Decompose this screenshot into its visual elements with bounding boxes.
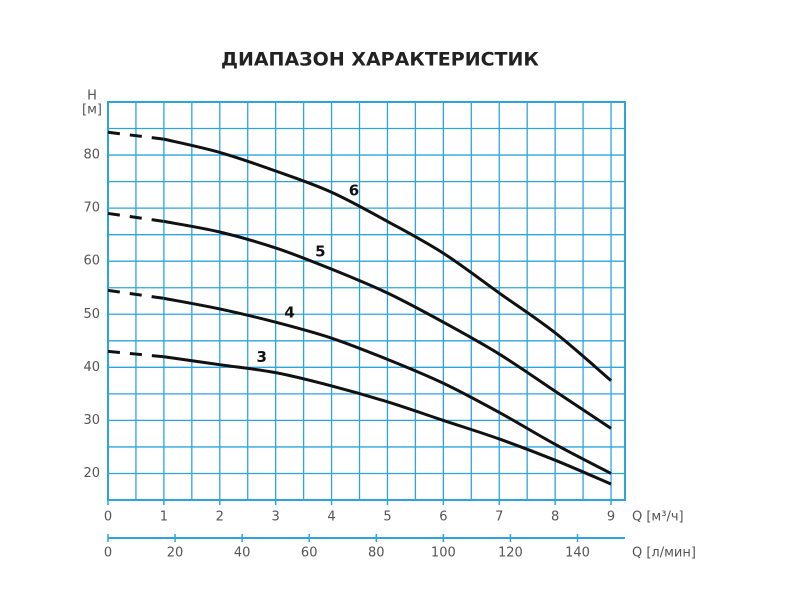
y-tick-label: 40 <box>83 360 100 375</box>
y-tick-label: 60 <box>83 254 100 269</box>
x-tick-label: 3 <box>272 510 280 525</box>
x-tick-label: 5 <box>383 510 391 525</box>
y-axis-unit: [м] <box>82 103 102 118</box>
x-tick-label: 8 <box>551 510 559 525</box>
x2-tick-label: 60 <box>301 546 318 561</box>
x2-tick-label: 0 <box>104 546 112 561</box>
x-tick-label: 6 <box>439 510 447 525</box>
series-line-extrapolated <box>107 130 165 141</box>
curve-label: 5 <box>315 242 325 260</box>
x-tick-label: 4 <box>327 510 335 525</box>
series-line <box>163 296 612 475</box>
y-tick-label: 30 <box>83 413 100 428</box>
x-tick-label: 9 <box>607 510 615 525</box>
x2-tick-label: 40 <box>234 546 251 561</box>
x-tick-label: 0 <box>104 510 112 525</box>
chart-title: ДИАПАЗОН ХАРАКТЕРИСТИК <box>221 49 539 71</box>
curve-label: 4 <box>284 304 294 322</box>
x2-tick-label: 100 <box>431 546 456 561</box>
x2-axis-label: Q [л/мин] <box>632 546 696 561</box>
x-tick-label: 1 <box>160 510 168 525</box>
series-line-extrapolated <box>107 211 165 223</box>
curve-label: 6 <box>349 181 359 199</box>
plot-frame <box>107 101 626 501</box>
x2-tick-label: 20 <box>167 546 184 561</box>
series-line-extrapolated <box>107 288 165 300</box>
x-tick-label: 2 <box>216 510 224 525</box>
series-line <box>163 219 612 430</box>
y-axis-label: H <box>87 89 97 104</box>
y-tick-label: 70 <box>83 201 100 216</box>
x-axis-label: Q [м³/ч] <box>632 510 684 525</box>
x-tick-label: 7 <box>495 510 503 525</box>
series-line <box>163 355 612 486</box>
x2-tick-label: 120 <box>498 546 523 561</box>
series-line-extrapolated <box>107 349 165 359</box>
curve-label: 3 <box>256 348 266 366</box>
series-line <box>163 137 613 382</box>
y-tick-label: 50 <box>83 307 100 322</box>
y-tick-label: 80 <box>83 148 100 163</box>
x2-tick-label: 80 <box>368 546 385 561</box>
x2-tick-label: 140 <box>565 546 590 561</box>
y-tick-label: 20 <box>83 466 100 481</box>
